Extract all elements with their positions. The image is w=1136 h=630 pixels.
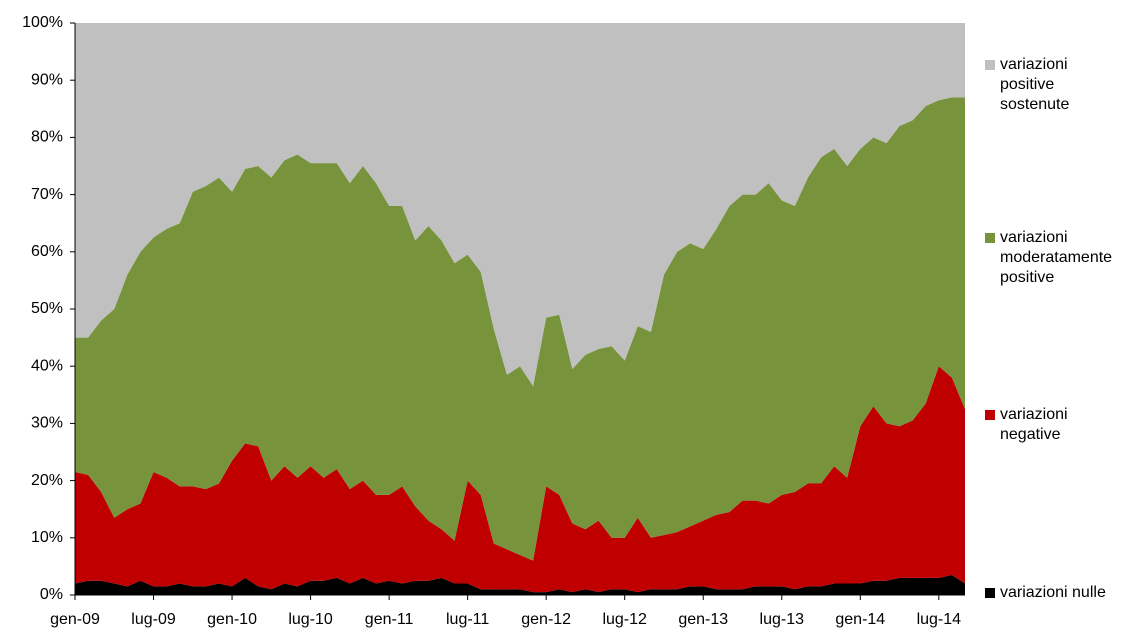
legend-swatch <box>985 588 995 598</box>
x-tick-label: lug-12 <box>602 611 647 628</box>
area <box>75 366 965 593</box>
y-tick-label: 10% <box>31 529 63 546</box>
legend-label: variazioni positive sostenute <box>1000 56 1070 113</box>
legend-label: variazioni moderatamente positive <box>1000 229 1113 286</box>
x-tick-label: gen-14 <box>835 611 885 628</box>
x-tick-label: gen-11 <box>365 611 414 628</box>
y-tick-label: 50% <box>31 300 63 317</box>
x-tick-label: lug-09 <box>131 611 176 628</box>
legend-swatch <box>985 410 995 420</box>
area <box>75 97 965 561</box>
x-tick-label: lug-14 <box>917 611 962 628</box>
x-tick-label: gen-09 <box>50 611 100 628</box>
y-tick-label: 0% <box>40 586 63 603</box>
y-tick-label: 70% <box>31 186 63 203</box>
x-tick-label: lug-10 <box>288 611 333 628</box>
area <box>75 23 965 387</box>
y-tick-label: 40% <box>31 357 63 374</box>
y-tick-label: 30% <box>31 415 63 432</box>
area <box>75 574 965 595</box>
x-tick-label: gen-10 <box>207 611 257 628</box>
x-tick-label: gen-12 <box>521 611 571 628</box>
x-tick-label: lug-13 <box>760 611 805 628</box>
x-tick-label: gen-13 <box>678 611 728 628</box>
y-tick-label: 90% <box>31 71 63 88</box>
legend-swatch <box>985 60 995 70</box>
legend-label: variazioni negative <box>1000 406 1068 443</box>
y-tick-label: 20% <box>31 472 63 489</box>
y-tick-label: 100% <box>22 14 63 31</box>
legend-swatch <box>985 233 995 243</box>
legend-label: variazioni nulle <box>1000 584 1106 601</box>
x-tick-label: lug-11 <box>446 611 489 628</box>
y-tick-label: 80% <box>31 129 63 146</box>
y-tick-label: 60% <box>31 243 63 260</box>
